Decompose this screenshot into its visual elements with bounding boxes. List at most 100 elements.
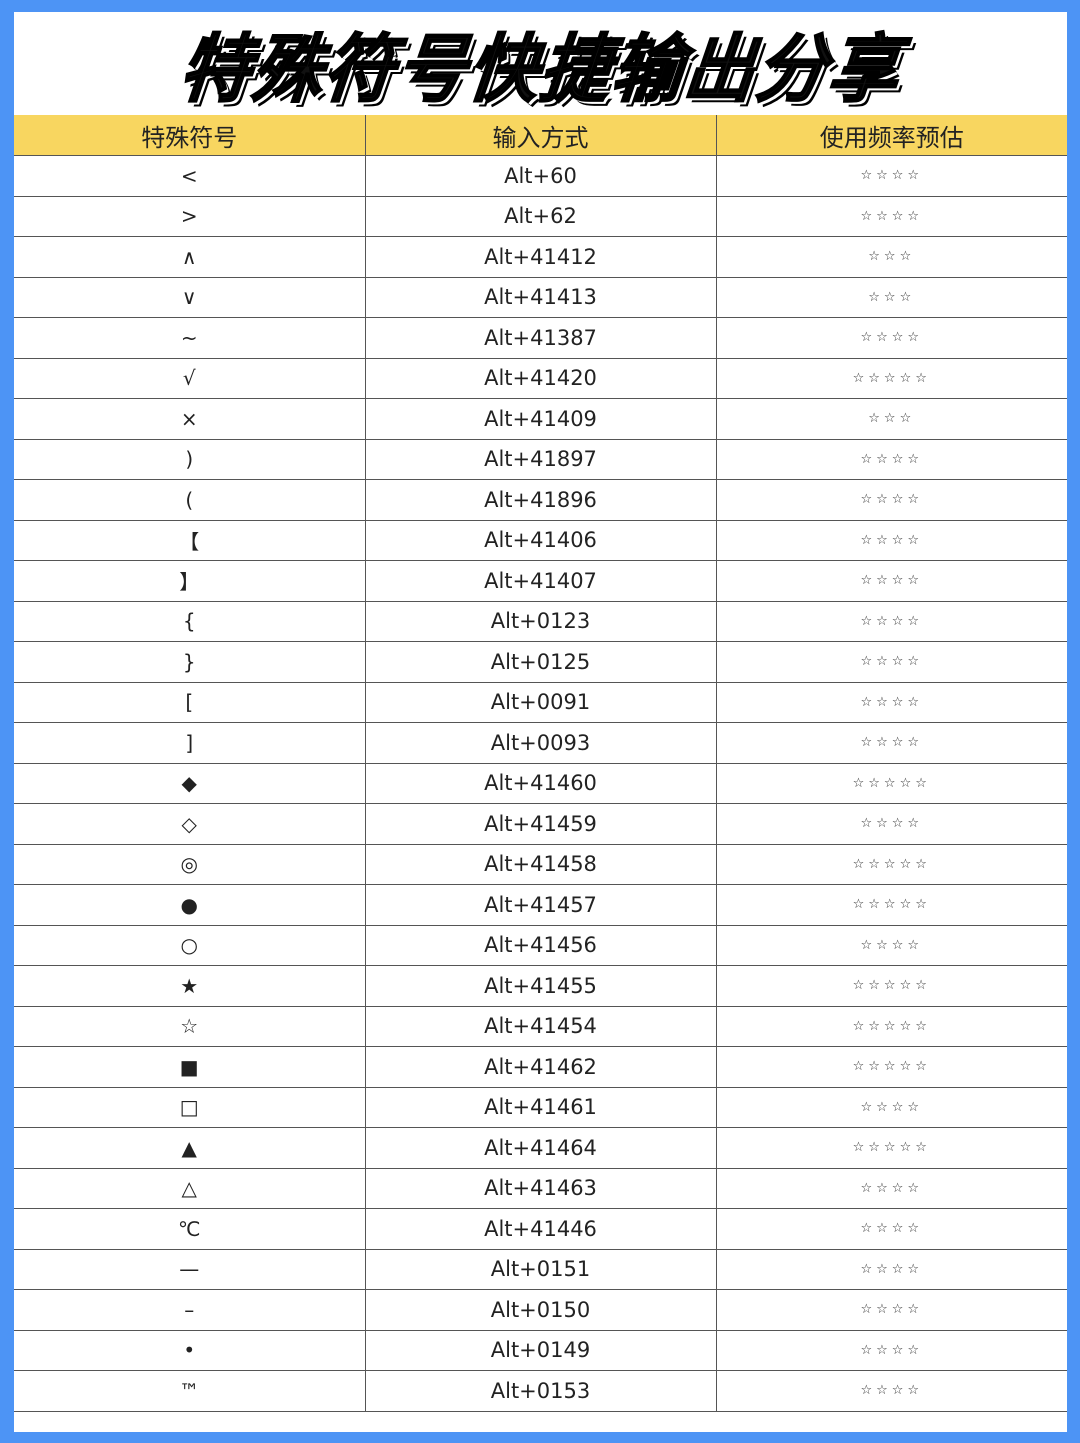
- table-row: √ Alt+41420 ☆☆☆☆☆: [14, 357, 1067, 399]
- symbol-cell: ■: [14, 1046, 366, 1088]
- table-row: ] Alt+0093 ☆☆☆☆: [14, 722, 1067, 764]
- symbol-cell: ∧: [14, 236, 366, 278]
- input-cell: Alt+0093: [364, 722, 717, 764]
- rating-cell: ☆☆☆☆: [715, 438, 1067, 480]
- input-cell: Alt+41457: [364, 884, 717, 926]
- table-row: ∨ Alt+41413 ☆☆☆: [14, 276, 1067, 318]
- table-row: ◎ Alt+41458 ☆☆☆☆☆: [14, 843, 1067, 885]
- input-cell: Alt+0151: [364, 1248, 717, 1290]
- input-cell: Alt+41897: [364, 438, 717, 480]
- symbol-cell: —: [14, 1248, 366, 1290]
- input-cell: Alt+41406: [364, 519, 717, 561]
- rating-cell: ☆☆☆☆☆: [715, 884, 1067, 926]
- symbol-cell: ★: [14, 965, 366, 1007]
- symbol-cell: □: [14, 1086, 366, 1128]
- input-cell: Alt+41896: [364, 479, 717, 521]
- table-header-row: 特殊符号 输入方式 使用频率预估: [14, 115, 1067, 156]
- table-row: ℃ Alt+41446 ☆☆☆☆: [14, 1208, 1067, 1250]
- table-row: □ Alt+41461 ☆☆☆☆: [14, 1086, 1067, 1128]
- symbol-cell: [: [14, 681, 366, 723]
- input-cell: Alt+41387: [364, 317, 717, 359]
- rating-cell: ☆☆☆☆: [715, 155, 1067, 197]
- rating-cell: ☆☆☆☆: [715, 519, 1067, 561]
- table-row: 【Alt+41406 ☆☆☆☆: [14, 519, 1067, 561]
- symbol-cell: ™: [14, 1370, 366, 1412]
- header-input: 输入方式: [364, 115, 717, 156]
- symbol-cell: ●: [14, 884, 366, 926]
- input-cell: Alt+41409: [364, 398, 717, 440]
- table-row: ○ Alt+41456 ☆☆☆☆: [14, 924, 1067, 966]
- rating-cell: ☆☆☆☆: [715, 1167, 1067, 1209]
- title-banner: 特殊符号快捷输出分享: [14, 12, 1067, 115]
- input-cell: Alt+41407: [364, 560, 717, 602]
- table-row: ™ Alt+0153 ☆☆☆☆: [14, 1370, 1067, 1412]
- rating-cell: ☆☆☆☆: [715, 722, 1067, 764]
- table-row: ★ Alt+41455 ☆☆☆☆☆: [14, 965, 1067, 1007]
- sheet: 特殊符号快捷输出分享 特殊符号 输入方式 使用频率预估 < Alt+60 ☆☆☆☆ >…: [14, 12, 1067, 1432]
- rating-cell: ☆☆☆☆: [715, 803, 1067, 845]
- table-row: ◇ Alt+41459 ☆☆☆☆: [14, 803, 1067, 845]
- rating-cell: ☆☆☆☆☆: [715, 357, 1067, 399]
- input-cell: Alt+41461: [364, 1086, 717, 1128]
- symbol-cell: ~: [14, 317, 366, 359]
- input-cell: Alt+41463: [364, 1167, 717, 1209]
- symbol-cell: •: [14, 1329, 366, 1371]
- symbol-cell: ): [14, 438, 366, 480]
- table-row: ▲ Alt+41464 ☆☆☆☆☆: [14, 1127, 1067, 1169]
- input-cell: Alt+0150: [364, 1289, 717, 1331]
- table-row: ) Alt+41897 ☆☆☆☆: [14, 438, 1067, 480]
- input-cell: Alt+41420: [364, 357, 717, 399]
- table-row: ~ Alt+41387 ☆☆☆☆: [14, 317, 1067, 359]
- input-cell: Alt+41413: [364, 276, 717, 318]
- rating-cell: ☆☆☆☆☆: [715, 1005, 1067, 1047]
- symbol-cell: ▲: [14, 1127, 366, 1169]
- table-row: △ Alt+41463 ☆☆☆☆: [14, 1167, 1067, 1209]
- input-cell: Alt+41455: [364, 965, 717, 1007]
- rating-cell: ☆☆☆☆: [715, 1208, 1067, 1250]
- symbol-cell: ◆: [14, 762, 366, 804]
- symbol-cell: ◎: [14, 843, 366, 885]
- table-row: ∧ Alt+41412 ☆☆☆: [14, 236, 1067, 278]
- input-cell: Alt+41462: [364, 1046, 717, 1088]
- rating-cell: ☆☆☆☆: [715, 641, 1067, 683]
- symbol-cell: ○: [14, 924, 366, 966]
- rating-cell: ☆☆☆☆: [715, 924, 1067, 966]
- input-cell: Alt+62: [364, 195, 717, 237]
- input-cell: Alt+0123: [364, 600, 717, 642]
- table-row: • Alt+0149 ☆☆☆☆: [14, 1329, 1067, 1371]
- symbol-cell: 】: [14, 560, 366, 602]
- rating-cell: ☆☆☆☆☆: [715, 843, 1067, 885]
- rating-cell: ☆☆☆☆: [715, 479, 1067, 521]
- rating-cell: ☆☆☆: [715, 236, 1067, 278]
- table-row: ☆ Alt+41454 ☆☆☆☆☆: [14, 1005, 1067, 1047]
- table-row: > Alt+62 ☆☆☆☆: [14, 195, 1067, 237]
- input-cell: Alt+0153: [364, 1370, 717, 1412]
- rating-cell: ☆☆☆☆: [715, 1329, 1067, 1371]
- table-row: – Alt+0150 ☆☆☆☆: [14, 1289, 1067, 1331]
- symbol-cell: △: [14, 1167, 366, 1209]
- symbol-cell: ℃: [14, 1208, 366, 1250]
- rating-cell: ☆☆☆: [715, 398, 1067, 440]
- rating-cell: ☆☆☆☆: [715, 317, 1067, 359]
- input-cell: Alt+41454: [364, 1005, 717, 1047]
- rating-cell: ☆☆☆☆: [715, 681, 1067, 723]
- table-row: [Alt+0091 ☆☆☆☆: [14, 681, 1067, 723]
- symbol-cell: 【: [14, 519, 366, 561]
- input-cell: Alt+41456: [364, 924, 717, 966]
- symbol-cell: {: [14, 600, 366, 642]
- rating-cell: ☆☆☆☆☆: [715, 762, 1067, 804]
- rating-cell: ☆☆☆☆☆: [715, 1046, 1067, 1088]
- table-row: < Alt+60 ☆☆☆☆: [14, 155, 1067, 197]
- input-cell: Alt+41412: [364, 236, 717, 278]
- symbol-cell: }: [14, 641, 366, 683]
- table-row: {Alt+0123 ☆☆☆☆: [14, 600, 1067, 642]
- input-cell: Alt+41464: [364, 1127, 717, 1169]
- table-row: ◆ Alt+41460 ☆☆☆☆☆: [14, 762, 1067, 804]
- input-cell: Alt+60: [364, 155, 717, 197]
- input-cell: Alt+41458: [364, 843, 717, 885]
- input-cell: Alt+0149: [364, 1329, 717, 1371]
- symbol-table: 特殊符号 输入方式 使用频率预估 < Alt+60 ☆☆☆☆ > Alt+62 ☆☆☆☆ ∧…: [14, 115, 1067, 1412]
- input-cell: Alt+0091: [364, 681, 717, 723]
- table-row: ● Alt+41457 ☆☆☆☆☆: [14, 884, 1067, 926]
- symbol-cell: √: [14, 357, 366, 399]
